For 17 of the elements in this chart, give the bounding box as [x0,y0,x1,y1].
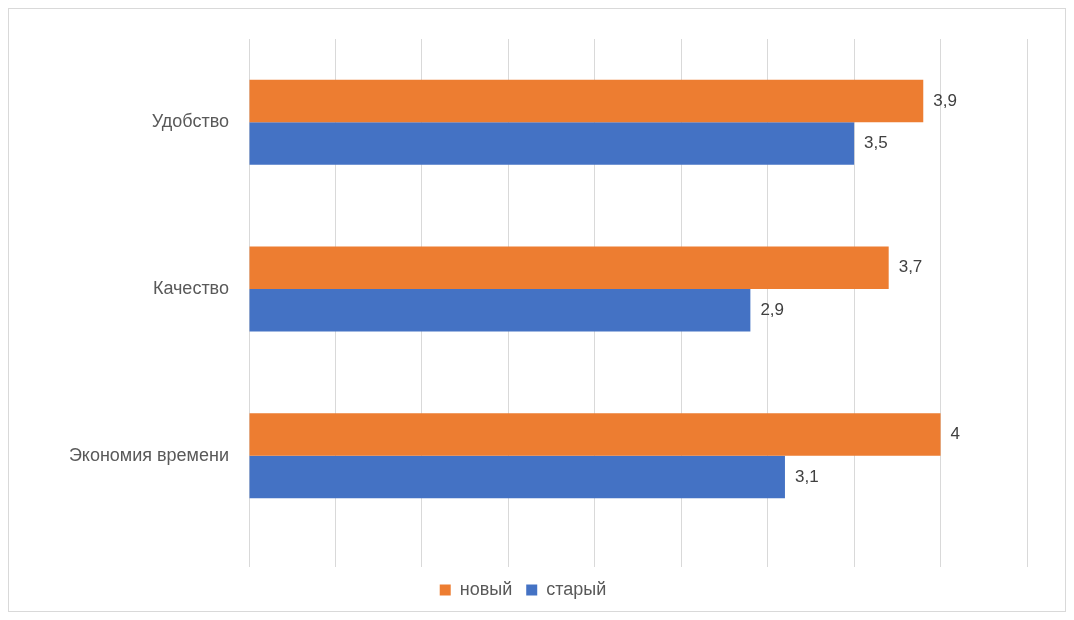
data-label: 3,9 [933,90,957,110]
bar [249,455,785,499]
y-tick-label: Удобство [151,111,229,132]
bar [249,289,751,332]
legend-label: новый [459,578,513,599]
data-label: 3,1 [794,466,819,486]
y-tick-label: Качество [152,277,229,298]
bar [249,122,855,165]
data-label: 3,7 [898,257,923,277]
data-label: 4 [950,424,961,444]
data-label: 3,5 [864,133,888,153]
bar [249,79,924,123]
y-tick-label: Экономия времени [68,444,229,465]
bar [249,246,889,289]
data-label: 2,9 [760,299,785,319]
bar [249,413,941,456]
legend-label: старый [546,578,607,599]
